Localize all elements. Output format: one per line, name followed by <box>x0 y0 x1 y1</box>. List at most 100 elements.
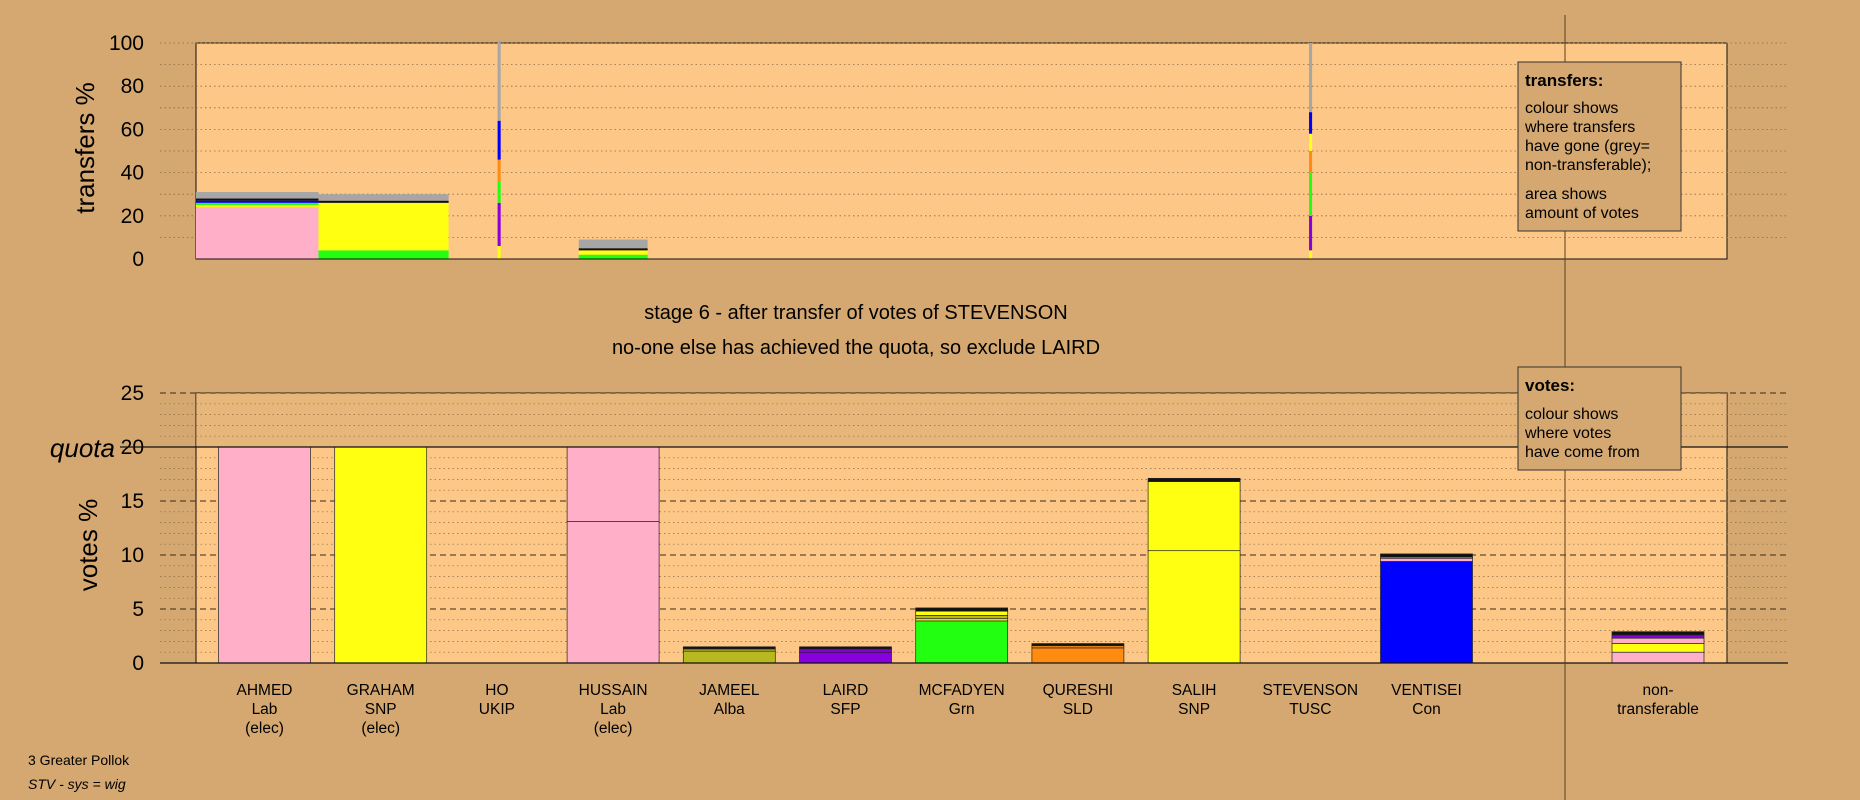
candidate-party: SFP <box>830 701 860 718</box>
y-tick-label: 0 <box>132 652 144 675</box>
vote-bar-segment <box>799 646 892 650</box>
candidate-name: VENTISEI <box>1391 682 1462 699</box>
candidate-name: GRAHAM <box>347 682 415 699</box>
vote-bar-segment <box>1147 477 1241 482</box>
transfer-bar-segment <box>578 254 648 259</box>
transfers-legend-line: amount of votes <box>1525 205 1639 222</box>
transfer-bar-segment <box>196 202 319 205</box>
transfer-bar-segment <box>1309 43 1313 113</box>
transfer-bar-segment <box>196 198 319 201</box>
candidate-party: SNP <box>1178 701 1210 718</box>
vote-bar-segment <box>1380 561 1473 664</box>
y-tick-label: 100 <box>109 32 144 55</box>
transfers-legend-line: non-transferable); <box>1525 157 1651 174</box>
candidate-name: LAIRD <box>823 682 869 699</box>
candidate-status: (elec) <box>245 720 284 737</box>
vote-bar-segment <box>682 650 776 664</box>
y-tick-label: 10 <box>121 544 144 567</box>
transfer-bar-segment <box>196 192 319 199</box>
transfer-bar-segment <box>1309 112 1313 134</box>
candidate-name: STEVENSON <box>1262 682 1358 699</box>
transfer-bar-segment <box>497 159 501 182</box>
vote-bar-segment <box>682 646 776 650</box>
vote-bar-segment <box>915 610 1009 616</box>
y-tick-label: 5 <box>132 598 144 621</box>
transfers-legend-title: transfers: <box>1525 71 1603 90</box>
votes-legend: votes: colour shows where votes have com… <box>1517 366 1682 471</box>
vote-bar-segment <box>1147 550 1241 664</box>
status-line: no-one else has achieved the quota, so e… <box>612 337 1100 359</box>
candidate-status: (elec) <box>594 720 633 737</box>
candidate-name: HUSSAIN <box>579 682 648 699</box>
transfer-bar-segment <box>1309 151 1313 173</box>
quota-label: quota <box>50 433 115 463</box>
transfer-bar-segment <box>318 250 449 259</box>
vote-bar-segment <box>1380 557 1473 562</box>
votes-legend-line: where votes <box>1524 425 1611 442</box>
vote-bar-segment <box>1611 637 1705 644</box>
transfer-bar-segment <box>196 205 319 208</box>
transfer-bar-segment <box>1309 215 1313 251</box>
transfer-bar-segment <box>497 40 501 121</box>
vote-bar-segment <box>566 446 660 522</box>
transfer-bar-segment <box>578 250 648 255</box>
vote-bar-segment <box>1611 651 1705 664</box>
transfers-legend-line: where transfers <box>1524 119 1635 136</box>
candidate-party: Lab <box>600 701 626 718</box>
y-tick-label: 80 <box>121 75 144 98</box>
vote-bar-segment <box>915 607 1009 612</box>
vote-bar-segment <box>1611 631 1705 636</box>
footer-system: STV - sys = wig <box>28 776 126 792</box>
candidate-party: Grn <box>949 701 975 718</box>
transfer-bar-segment <box>497 246 501 259</box>
candidate-party: UKIP <box>479 701 515 718</box>
transfer-bar-segment <box>196 200 319 203</box>
candidate-name: MCFADYEN <box>919 682 1005 699</box>
quota-band-left <box>196 393 1727 447</box>
transfer-bar-segment <box>318 202 449 251</box>
candidate-name: QURESHI <box>1043 682 1114 699</box>
vote-bar-segment <box>1031 647 1125 664</box>
vote-bar-segment <box>1147 481 1241 552</box>
votes-gridlines <box>160 392 1788 653</box>
vote-bar-segment <box>1380 553 1473 558</box>
candidate-name: AHMED <box>237 682 293 699</box>
vote-bar-segment <box>915 615 1009 620</box>
vote-bar-segment <box>1031 643 1125 647</box>
transfers-legend-line: have gone (grey= <box>1525 138 1650 155</box>
y-tick-label: 15 <box>121 490 144 513</box>
votes-y-label: votes % <box>73 499 103 592</box>
votes-legend-line: colour shows <box>1525 406 1618 423</box>
transfers-legend: transfers: colour shows where transfers … <box>1517 61 1682 232</box>
transfers-legend-line: colour shows <box>1525 100 1618 117</box>
y-tick-label: 20 <box>121 205 144 228</box>
vote-bar-segment <box>1611 643 1705 653</box>
y-tick-label: 25 <box>121 382 144 405</box>
votes-legend-title: votes: <box>1525 376 1575 395</box>
y-tick-label: 0 <box>132 248 144 271</box>
candidate-party: Con <box>1412 701 1440 718</box>
vote-bar-segment <box>799 651 892 664</box>
vote-bar-segment <box>334 446 428 664</box>
candidate-name: non- <box>1642 682 1673 699</box>
transfers-y-ticks: 0 20 40 60 80 100 <box>109 32 144 271</box>
candidate-name: JAMEEL <box>699 682 760 699</box>
transfers-y-label: transfers % <box>70 82 100 214</box>
transfer-bar-segment <box>578 239 648 249</box>
stage-title: stage 6 - after transfer of votes of STE… <box>644 302 1068 324</box>
vote-bar-segment <box>915 620 1009 664</box>
vote-bar-segment <box>218 446 311 664</box>
transfer-bar-segment <box>1309 250 1313 259</box>
candidate-party: SNP <box>365 701 397 718</box>
footer-area: 3 Greater Pollok <box>28 752 130 768</box>
candidate-labels: AHMED Lab (elec) GRAHAM SNP (elec) HO UKIP HUSSA… <box>237 682 1699 737</box>
votes-legend-line: have come from <box>1525 444 1640 461</box>
transfer-bar-segment <box>196 207 319 259</box>
vote-bar-segment <box>799 648 892 653</box>
transfer-bar-segment <box>1309 133 1313 151</box>
transfer-bar-segment <box>318 194 449 201</box>
vote-bar-segment <box>566 521 660 664</box>
candidate-party: Alba <box>714 701 745 718</box>
